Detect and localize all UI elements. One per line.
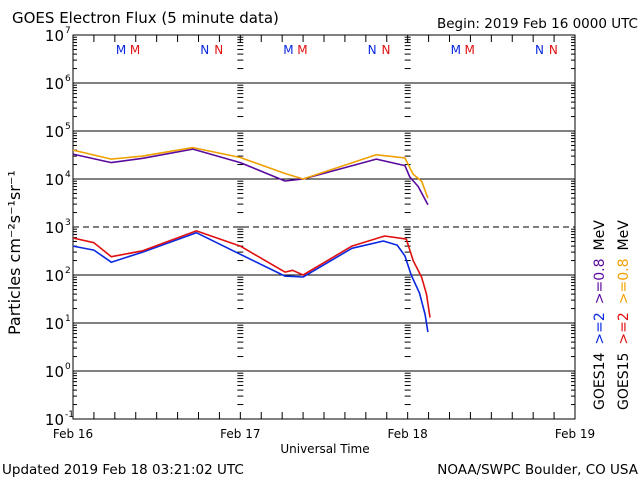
legend-item: >=0.8 (616, 258, 632, 304)
mn-marker: M (465, 43, 475, 57)
y-tick-label: 10 (45, 171, 64, 189)
y-tick-exponent: 6 (65, 74, 71, 84)
y-tick-exponent: 2 (65, 266, 71, 276)
y-tick-exponent: 1 (65, 314, 71, 324)
y-axis-label: Particles cm⁻²s⁻¹sr⁻¹ (5, 170, 24, 335)
y-tick-exponent: 4 (65, 170, 71, 180)
mn-marker: M (451, 43, 461, 57)
mn-marker: N (549, 43, 558, 57)
x-tick-label: Feb 18 (387, 427, 427, 441)
y-tick-label: 10 (45, 315, 64, 333)
series-line-3 (72, 230, 431, 318)
y-tick-exponent: 5 (65, 122, 71, 132)
legend-item: GOES14 (592, 352, 608, 410)
legend-item: >=2 (592, 312, 608, 344)
updated-label: Updated 2019 Feb 18 03:21:02 UTC (2, 462, 244, 478)
y-tick-label: 10 (45, 27, 64, 45)
y-tick-exponent: 3 (65, 218, 71, 228)
legend-col1: GOES14 >=2 >=0.8 MeV (592, 220, 608, 410)
mn-marker: M (283, 43, 293, 57)
legend-item: >=0.8 (592, 258, 608, 304)
y-tick-exponent: 0 (65, 362, 71, 372)
legend-item: MeV (592, 220, 608, 251)
begin-label: Begin: 2019 Feb 16 0000 UTC (437, 16, 638, 32)
mn-marker: N (368, 43, 377, 57)
source-label: NOAA/SWPC Boulder, CO USA (437, 462, 639, 478)
legend-item: MeV (616, 220, 632, 251)
series-line-1 (72, 146, 429, 199)
y-tick-label: 10 (45, 411, 64, 429)
mn-marker: N (535, 43, 544, 57)
chart-title: GOES Electron Flux (5 minute data) (12, 9, 279, 27)
mn-marker: N (200, 43, 209, 57)
mn-marker: M (116, 43, 126, 57)
y-tick-exponent: 7 (65, 26, 71, 36)
legend-item: >=2 (616, 312, 632, 344)
y-tick-label: 10 (45, 267, 64, 285)
grid (73, 82, 575, 372)
x-tick-label: Feb 17 (220, 427, 260, 441)
mn-marker: N (382, 43, 391, 57)
legend: GOES14 >=2 >=0.8 MeV GOES15 >=2 >=0.8 MeV (592, 220, 632, 410)
mn-marker: M (130, 43, 140, 57)
x-tick-label: Feb 16 (53, 427, 93, 441)
mn-marker: N (214, 43, 223, 57)
y-tick-label: 10 (45, 75, 64, 93)
legend-col2: GOES15 >=2 >=0.8 MeV (616, 220, 632, 410)
y-tick-label: 10 (45, 123, 64, 141)
mn-marker: M (297, 43, 307, 57)
y-tick-exponent: -1 (65, 410, 74, 420)
x-axis-label: Universal Time (280, 442, 369, 456)
y-tick-label: 10 (45, 363, 64, 381)
series-lines (72, 146, 431, 333)
series-line-0 (72, 148, 429, 206)
legend-item: GOES15 (616, 353, 632, 410)
y-tick-label: 10 (45, 219, 64, 237)
series-line-2 (72, 231, 429, 333)
x-tick-label: Feb 19 (555, 427, 595, 441)
